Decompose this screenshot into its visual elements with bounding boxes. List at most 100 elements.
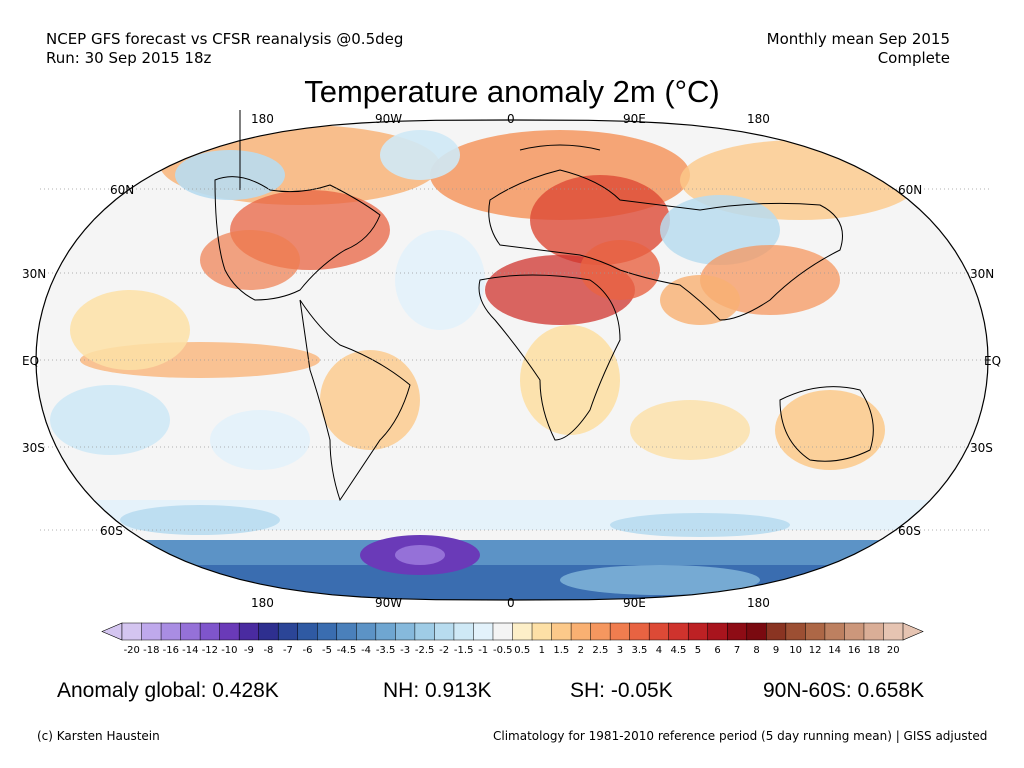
colorbar-swatch: [121, 622, 143, 641]
colorbar-swatch: [512, 622, 533, 641]
colorbar-swatch: [199, 622, 221, 641]
colorbar-swatch: [805, 622, 826, 641]
colorbar-swatch: [238, 622, 260, 641]
colorbar-swatch: [668, 622, 689, 641]
anomaly-nh: NH: 0.913K: [383, 679, 492, 702]
anomaly-90n-60s: 90N-60S: 0.658K: [763, 679, 925, 702]
lon-label-bottom-90w: 90W: [375, 596, 403, 610]
colorbar-tick-label: 2.5: [592, 645, 609, 656]
colorbar-tick-label: -2: [439, 645, 450, 656]
colorbar-swatch: [687, 622, 709, 641]
lon-label-bottom-0: 0: [507, 596, 515, 610]
status-label: Complete: [877, 49, 950, 67]
colorbar-swatch: [492, 622, 514, 641]
lon-label-top-180w: 180: [251, 112, 274, 126]
colorbar-tick-label: 3: [616, 645, 624, 656]
colorbar-tick-label: 4: [655, 645, 663, 656]
colorbar-swatch: [453, 622, 474, 641]
colorbar-swatch: [844, 622, 865, 641]
colorbar-tick-label: 18: [867, 645, 881, 656]
colorbar-swatch: [551, 622, 572, 641]
lat-label-left-eq: EQ: [22, 354, 40, 368]
colorbar-tick-label: -4: [361, 645, 372, 656]
colorbar-tick-label: 0.5: [514, 645, 531, 656]
lon-label-top-90w: 90W: [375, 112, 403, 126]
header-left: NCEP GFS forecast vs CFSR reanalysis @0.…: [46, 30, 403, 68]
colorbar-swatch: [336, 622, 357, 641]
run-time: Run: 30 Sep 2015 18z: [46, 49, 212, 67]
lat-label-right-30n: 30N: [970, 267, 995, 281]
colorbar-swatch: [648, 622, 670, 641]
coastlines: [214, 110, 874, 502]
colorbar-tick-label: -0.5: [492, 645, 513, 656]
colorbar-swatch: [180, 622, 201, 641]
colorbar-tick-label: 14: [828, 645, 842, 656]
colorbar-max-arrow: [902, 622, 924, 641]
colorbar-swatch: [590, 622, 611, 641]
colorbar-tick-label: 10: [789, 645, 802, 656]
colorbar-tick-label: -10: [221, 645, 238, 656]
model-description: NCEP GFS forecast vs CFSR reanalysis @0.…: [46, 30, 404, 48]
map-outline: [35, 119, 989, 601]
lat-label-left-60n: 60N: [110, 183, 135, 197]
colorbar-tick-label: -7: [282, 645, 293, 656]
lon-label-top-90e: 90E: [623, 112, 646, 126]
map-title: Temperature anomaly 2m (°C): [304, 74, 720, 109]
colorbar-swatch: [883, 622, 904, 641]
colorbar-swatch: [531, 622, 553, 641]
colorbar-tick-label: -3: [400, 645, 411, 656]
colorbar-swatch: [707, 622, 728, 641]
lat-label-right-60n: 60N: [898, 183, 923, 197]
colorbar-swatch: [863, 622, 885, 641]
colorbar-tick-label: 1.5: [553, 645, 570, 656]
colorbar-tick-label: 12: [808, 645, 822, 656]
colorbar-min-arrow: [101, 622, 123, 641]
colorbar-swatch: [473, 622, 494, 641]
colorbar-swatch: [141, 622, 162, 641]
colorbar-swatch: [609, 622, 631, 641]
colorbar-tick-label: 6: [714, 645, 721, 656]
lat-label-left-30n: 30N: [22, 267, 47, 281]
colorbar-swatch: [258, 622, 279, 641]
copyright: (c) Karsten Haustein: [37, 729, 160, 743]
colorbar-tick-label: -5: [322, 645, 332, 656]
colorbar-tick-label: -4.5: [336, 645, 357, 656]
lat-label-right-60s: 60S: [898, 524, 921, 538]
colorbar-swatch: [785, 622, 806, 641]
lon-label-bottom-180e: 180: [747, 596, 770, 610]
map-field: [40, 120, 988, 600]
colorbar-swatch: [727, 622, 748, 641]
colorbar-tick-label: -8: [263, 645, 274, 656]
colorbar-tick-label: -20: [123, 645, 140, 656]
colorbar-tick-label: -14: [182, 645, 199, 656]
colorbar-tick-label: 5: [694, 645, 702, 656]
colorbar-swatch: [160, 622, 182, 641]
colorbar-tick-label: -1: [478, 645, 489, 656]
anomaly-global: Anomaly global: 0.428K: [57, 679, 279, 702]
colorbar-swatch: [356, 622, 377, 641]
lon-label-top-180e: 180: [747, 112, 770, 126]
colorbar-swatch: [766, 622, 787, 641]
anomaly-sh: SH: -0.05K: [570, 679, 673, 702]
colorbar-tick-label: -16: [162, 645, 179, 656]
colorbar-swatch: [434, 622, 455, 641]
colorbar-swatch: [746, 622, 767, 641]
lat-label-right-eq: EQ: [984, 354, 1002, 368]
colorbar-tick-label: -18: [143, 645, 160, 656]
colorbar-tick-label: 3.5: [631, 645, 648, 656]
colorbar-tick-label: -6: [302, 645, 313, 656]
lon-label-top-0: 0: [507, 112, 515, 126]
period-label: Monthly mean Sep 2015: [766, 30, 950, 48]
colorbar-swatch: [570, 622, 592, 641]
colorbar-tick-label: 4.5: [670, 645, 687, 656]
colorbar-tick-label: 7: [733, 645, 741, 656]
colorbar-swatch: [375, 622, 396, 641]
colorbar-tick-label: 8: [753, 645, 760, 656]
colorbar-tick-label: -9: [243, 645, 254, 656]
colorbar-swatch: [629, 622, 650, 641]
colorbar-swatch: [414, 622, 435, 641]
colorbar-tick-label: 9: [772, 645, 780, 656]
colorbar-tick-label: 2: [577, 645, 585, 656]
